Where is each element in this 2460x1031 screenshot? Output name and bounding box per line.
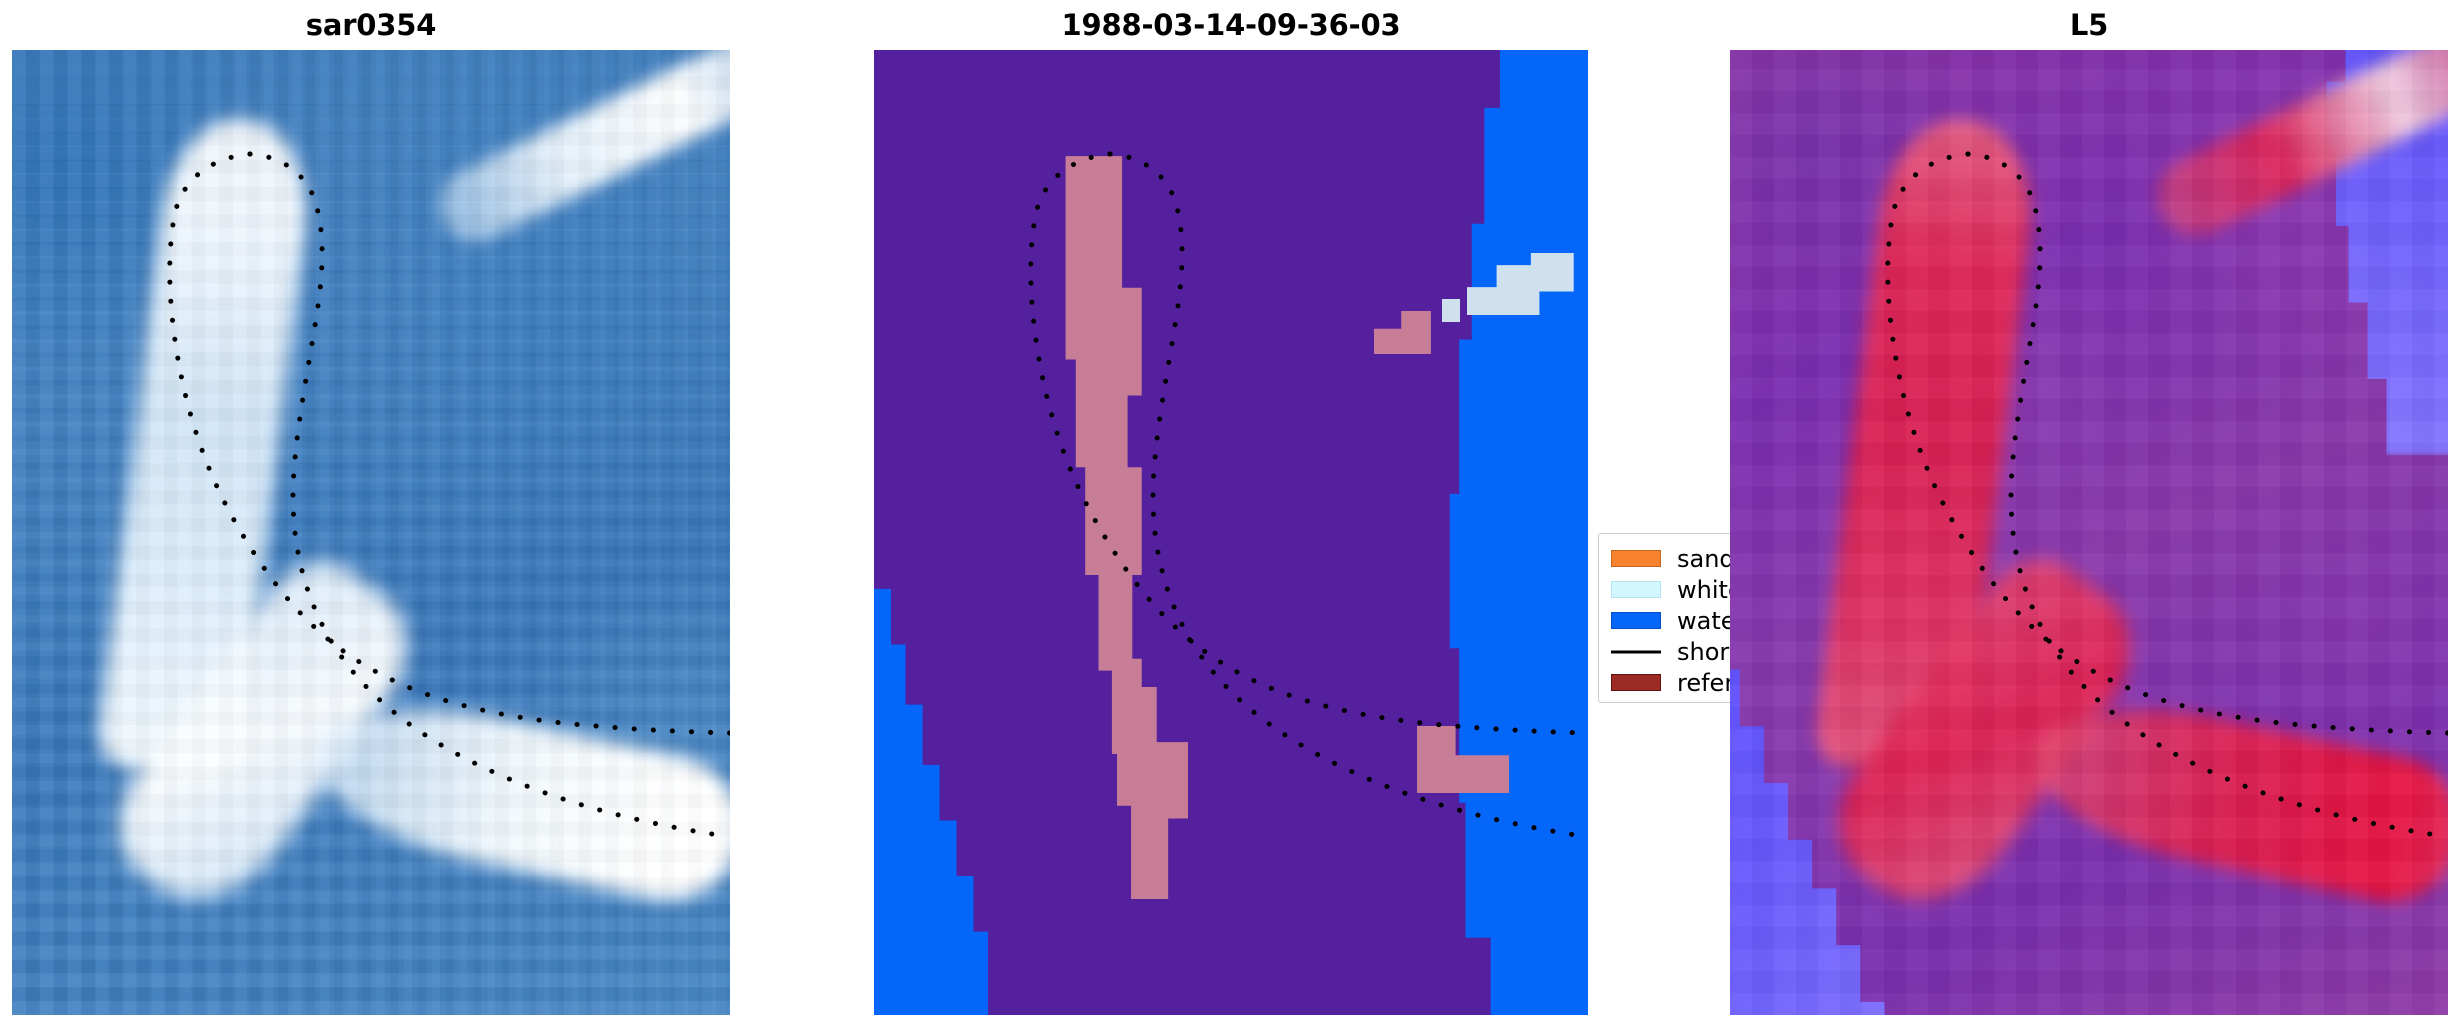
panel-l5-title: L5 — [2069, 8, 2109, 42]
panel-classification-title: 1988-03-14-09-36-03 — [1061, 8, 1401, 42]
l5-pixel-grid — [1730, 50, 2448, 1015]
legend-item-shoreline[interactable]: shoreline — [1611, 636, 1730, 667]
panel-classification-image[interactable] — [874, 50, 1588, 1015]
legend-item-sand[interactable]: sand — [1611, 543, 1735, 574]
panel-l5[interactable]: L5 — [1730, 4, 2448, 1015]
legend-label-whitewater: whitewater — [1677, 578, 1730, 602]
panel-classification[interactable]: 1988-03-14-09-36-03 — [874, 4, 1588, 1015]
sar-pixel-grid — [12, 50, 730, 1015]
panel-sar-image[interactable] — [12, 50, 730, 1015]
panel-sar-title: sar0354 — [305, 8, 437, 42]
legend-swatch-reference-shoreline — [1611, 674, 1661, 691]
legend-item-water[interactable]: water — [1611, 605, 1746, 636]
legend-label-shoreline: shoreline — [1677, 640, 1730, 664]
class-whitewater-pixel-single — [1441, 298, 1461, 323]
legend-label-water: water — [1677, 606, 1746, 635]
legend-label-reference-shoreline: reference shoreline — [1677, 671, 1730, 695]
legend-swatch-whitewater — [1611, 581, 1661, 598]
legend-line-shoreline — [1611, 643, 1661, 660]
legend-item-whitewater[interactable]: whitewater — [1611, 574, 1730, 605]
legend-swatch-sand — [1611, 550, 1661, 567]
legend-label-sand: sand — [1677, 544, 1735, 573]
legend-box[interactable]: sand whitewater water shoreline referenc… — [1598, 533, 1746, 703]
legend-item-reference-shoreline[interactable]: reference shoreline — [1611, 667, 1730, 698]
legend-swatch-water — [1611, 612, 1661, 629]
panel-sar[interactable]: sar0354 — [12, 4, 730, 1015]
panel-l5-image[interactable] — [1730, 50, 2448, 1015]
